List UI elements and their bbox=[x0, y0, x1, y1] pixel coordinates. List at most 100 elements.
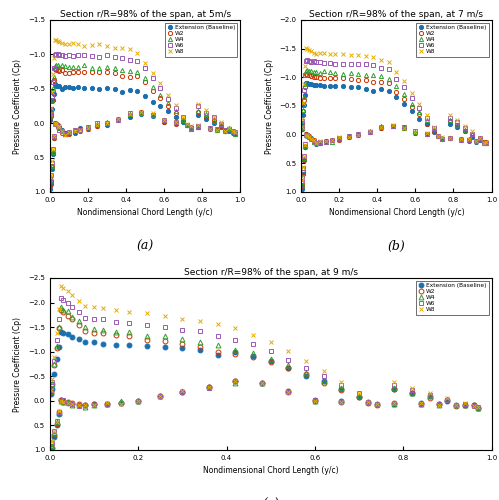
W4 bbox=[416, 110, 422, 116]
W6 bbox=[424, 115, 430, 121]
W6 bbox=[302, 72, 308, 78]
W8 bbox=[355, 52, 361, 58]
Extension (Baseline) bbox=[48, 391, 54, 397]
W2 bbox=[303, 372, 309, 378]
W2 bbox=[89, 69, 95, 75]
W6 bbox=[173, 105, 179, 111]
W2 bbox=[47, 115, 53, 121]
W4 bbox=[303, 68, 309, 74]
W4 bbox=[427, 394, 433, 400]
W2 bbox=[211, 118, 217, 124]
W6 bbox=[76, 310, 82, 316]
W2 bbox=[483, 139, 489, 145]
Extension (Baseline) bbox=[370, 88, 376, 94]
W4 bbox=[321, 378, 327, 384]
Extension (Baseline) bbox=[144, 343, 150, 349]
W4 bbox=[66, 64, 72, 70]
W6 bbox=[82, 316, 88, 322]
W6 bbox=[300, 102, 306, 108]
W4 bbox=[232, 130, 238, 136]
W2 bbox=[301, 96, 307, 102]
W2 bbox=[393, 89, 399, 95]
W8 bbox=[48, 386, 54, 392]
W2 bbox=[447, 118, 453, 124]
W8 bbox=[180, 114, 186, 120]
W4 bbox=[386, 76, 392, 82]
W6 bbox=[439, 136, 445, 142]
W2 bbox=[304, 72, 310, 78]
W4 bbox=[301, 94, 307, 100]
W6 bbox=[51, 358, 57, 364]
W4 bbox=[332, 70, 338, 76]
Line: W4: W4 bbox=[48, 63, 237, 136]
W6 bbox=[89, 54, 95, 60]
W2 bbox=[321, 380, 327, 386]
W8 bbox=[483, 140, 489, 145]
W8 bbox=[232, 129, 238, 135]
W8 bbox=[356, 390, 362, 396]
W2 bbox=[306, 72, 312, 78]
Extension (Baseline) bbox=[82, 339, 88, 345]
W4 bbox=[96, 64, 102, 70]
W8 bbox=[348, 52, 354, 58]
Extension (Baseline) bbox=[100, 340, 106, 346]
W2 bbox=[470, 132, 476, 138]
W4 bbox=[391, 386, 397, 392]
W6 bbox=[321, 60, 327, 66]
W2 bbox=[144, 336, 150, 342]
W6 bbox=[150, 75, 156, 81]
W4 bbox=[47, 114, 53, 120]
Line: W2: W2 bbox=[299, 72, 488, 144]
X-axis label: Nondimensional Chord Length (y/c): Nondimensional Chord Length (y/c) bbox=[203, 466, 338, 475]
W2 bbox=[76, 322, 82, 328]
W4 bbox=[76, 318, 82, 324]
W8 bbox=[424, 112, 430, 118]
W8 bbox=[363, 53, 369, 59]
W8 bbox=[75, 42, 81, 48]
W8 bbox=[49, 89, 55, 95]
W2 bbox=[298, 126, 304, 132]
W4 bbox=[340, 70, 346, 76]
W2 bbox=[48, 390, 54, 396]
W2 bbox=[313, 74, 319, 80]
Extension (Baseline) bbox=[47, 116, 53, 122]
W4 bbox=[439, 134, 445, 140]
W8 bbox=[327, 50, 333, 56]
W2 bbox=[50, 89, 56, 95]
W2 bbox=[332, 75, 338, 81]
W6 bbox=[180, 327, 186, 333]
Extension (Baseline) bbox=[180, 345, 186, 351]
W4 bbox=[188, 126, 194, 132]
W4 bbox=[54, 62, 60, 68]
W8 bbox=[49, 376, 55, 382]
W4 bbox=[91, 326, 97, 332]
W6 bbox=[52, 52, 58, 58]
W8 bbox=[304, 46, 310, 52]
W8 bbox=[218, 119, 224, 125]
W4 bbox=[303, 370, 309, 376]
W2 bbox=[338, 386, 344, 392]
W4 bbox=[157, 92, 163, 98]
W4 bbox=[82, 324, 88, 330]
W2 bbox=[197, 344, 203, 350]
W8 bbox=[54, 38, 60, 44]
W8 bbox=[52, 38, 58, 44]
W2 bbox=[119, 72, 125, 78]
W6 bbox=[218, 122, 224, 128]
W6 bbox=[308, 60, 314, 66]
W6 bbox=[196, 103, 202, 109]
W2 bbox=[180, 340, 186, 346]
W4 bbox=[370, 72, 376, 78]
Extension (Baseline) bbox=[462, 402, 468, 408]
Extension (Baseline) bbox=[393, 94, 399, 100]
W6 bbox=[59, 52, 65, 58]
W4 bbox=[424, 118, 430, 124]
W2 bbox=[134, 74, 140, 80]
W8 bbox=[302, 63, 308, 69]
W2 bbox=[250, 354, 256, 360]
W8 bbox=[127, 46, 133, 52]
Extension (Baseline) bbox=[126, 342, 132, 348]
W8 bbox=[308, 48, 314, 54]
W6 bbox=[348, 62, 354, 68]
W8 bbox=[188, 123, 194, 129]
